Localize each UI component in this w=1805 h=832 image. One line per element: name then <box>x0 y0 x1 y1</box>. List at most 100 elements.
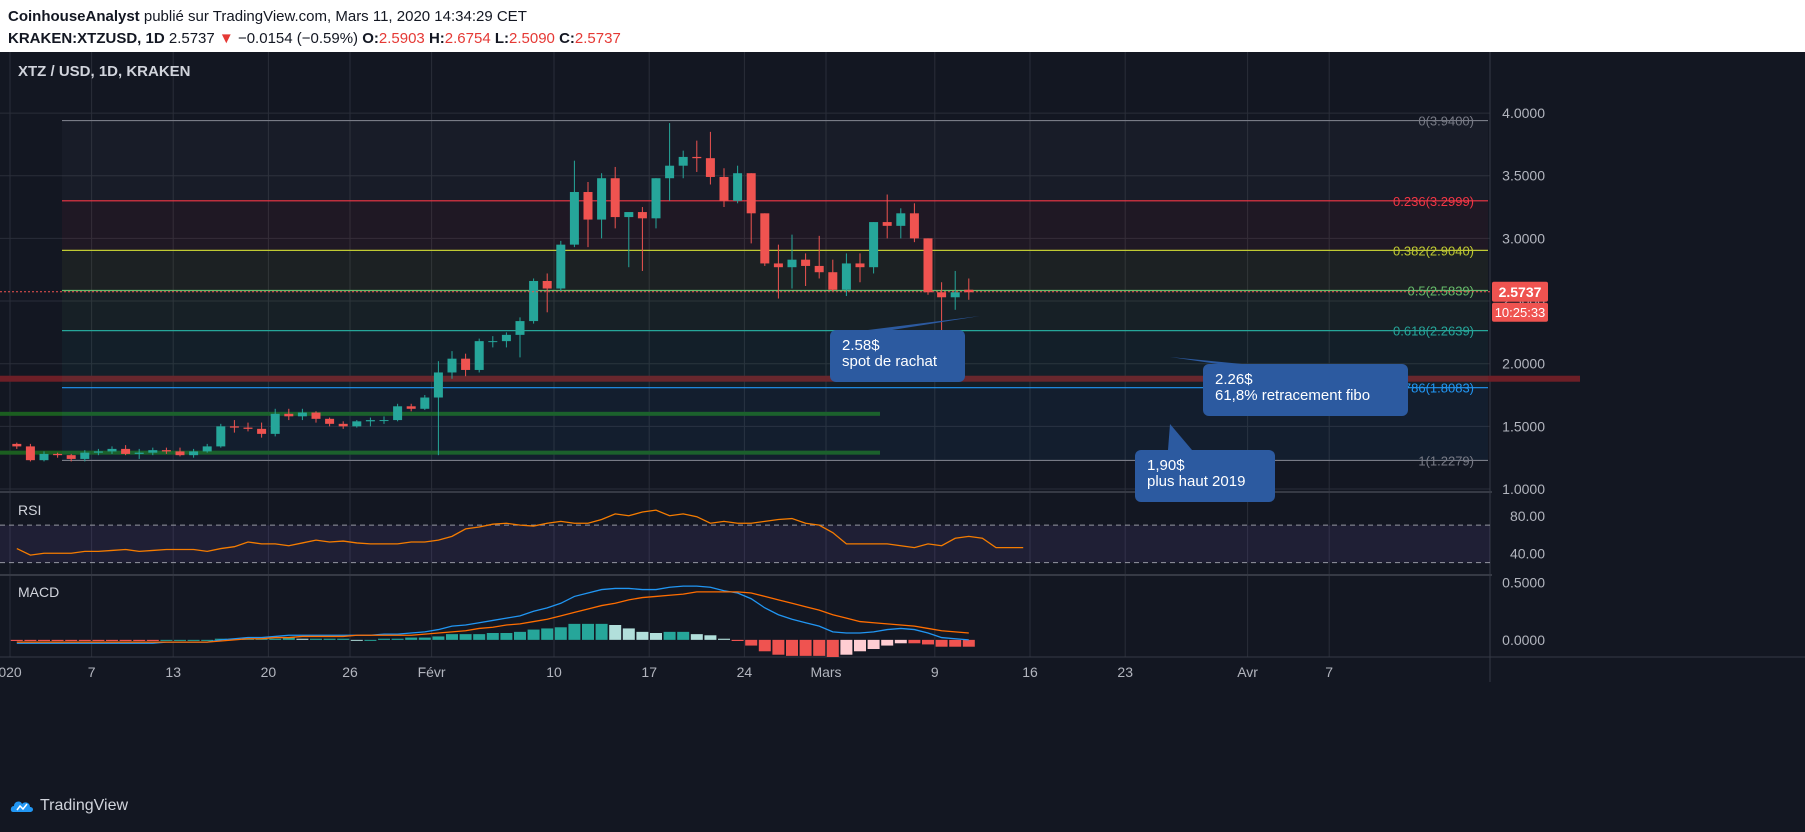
symbol-name[interactable]: KRAKEN:XTZUSD, 1D <box>8 30 165 47</box>
macd-histogram-bar <box>51 639 64 641</box>
macd-histogram-bar <box>473 634 486 640</box>
time-axis[interactable]: 020 7 13 20 26 Févr 10 17 24 Mars 9 16 23 Avr 7 <box>0 664 1333 680</box>
macd-histogram-bar <box>758 639 771 652</box>
price-tick-label: 4.0000 <box>1502 105 1545 121</box>
time-tick-label: Févr <box>418 664 446 680</box>
macd-histogram-bar <box>65 639 78 641</box>
price-tick-label: 3.0000 <box>1502 230 1545 246</box>
time-tick-label: 26 <box>342 664 358 680</box>
candle-body <box>569 192 579 245</box>
candle-body <box>787 259 797 268</box>
horizontal-zones <box>0 375 1580 455</box>
macd-histogram-bar <box>949 639 962 647</box>
macd-histogram-bar <box>119 639 132 641</box>
macd-histogram-bar <box>636 631 649 640</box>
macd-histogram-bar <box>146 639 159 641</box>
countdown-badge <box>1492 302 1548 322</box>
author-name[interactable]: CoinhouseAnalyst <box>8 8 140 25</box>
price-tick-label: 1.5000 <box>1502 418 1545 434</box>
macd-histogram-bar <box>582 623 594 640</box>
time-tick-label: Mars <box>810 664 841 680</box>
macd-histogram-bar <box>310 638 322 640</box>
annotations[interactable]: 2.58$spot de rachat 2.26$61,8% retracemen… <box>830 316 1408 502</box>
candle-body <box>801 259 811 266</box>
candle-body <box>66 455 76 459</box>
macd-histogram-bar <box>894 639 907 644</box>
candle-body <box>964 289 974 293</box>
fib-level-label: 0.618(2.2639) <box>1393 324 1474 339</box>
callout-subtitle: spot de rachat <box>842 353 938 370</box>
countdown-badge-text: 10:25:33 <box>1495 305 1546 320</box>
macd-histogram-bar <box>840 639 853 655</box>
candle-body <box>406 406 416 409</box>
macd-histogram-bar <box>786 639 798 656</box>
candle-body <box>637 212 647 219</box>
time-tick-label: 24 <box>737 664 753 680</box>
macd-histogram-bar <box>622 628 635 640</box>
fib-level-label: 0.236(3.2999) <box>1393 194 1474 209</box>
candle-body <box>53 453 63 456</box>
macd-histogram-bar <box>772 639 785 655</box>
macd-histogram-bar <box>282 637 295 640</box>
candle-body <box>692 156 702 159</box>
candle-body <box>773 263 783 268</box>
candle-body <box>909 213 919 239</box>
macd-histogram-bar <box>24 639 37 641</box>
macd-histogram-bar <box>718 638 730 640</box>
fib-level-label: 0.5(2.5839) <box>1408 284 1475 299</box>
callout-box[interactable]: 2.26$61,8% retracement fibo <box>1170 357 1408 416</box>
candle-body <box>760 213 770 264</box>
time-tick-label: 13 <box>165 664 181 680</box>
candle-body <box>311 412 321 419</box>
macd-histogram-bar <box>160 639 173 641</box>
macd-histogram-bar <box>106 639 118 641</box>
candle-body <box>733 173 743 201</box>
fib-level-label: 1(1.2279) <box>1418 453 1474 468</box>
time-tick-label: 16 <box>1022 664 1038 680</box>
price-axis[interactable]: 4.00003.50003.00002.50002.00001.50001.00… <box>1492 105 1548 648</box>
macd-histogram-bar <box>432 636 445 640</box>
fib-band <box>62 120 1488 201</box>
candle-body <box>161 450 171 452</box>
candle-body <box>216 426 226 447</box>
macd-histogram-bar <box>38 639 50 641</box>
symbol-info: KRAKEN:XTZUSD, 1D 2.5737 ▼ −0.0154 (−0.5… <box>8 30 621 47</box>
callout-background <box>1135 450 1275 502</box>
callout-background <box>830 330 965 382</box>
open-label: O: <box>362 30 379 47</box>
candle-body <box>597 178 607 220</box>
callout-background <box>1203 364 1408 416</box>
macd-histogram-bar <box>690 634 703 640</box>
candle-body <box>678 156 688 166</box>
macd-histogram-bar <box>405 637 418 640</box>
macd-histogram-bar <box>609 625 622 640</box>
rsi-label: RSI <box>18 502 41 518</box>
candle-body <box>624 212 634 218</box>
macd-histogram-bar <box>935 639 948 647</box>
callout-box[interactable]: 1,90$plus haut 2019 <box>1135 424 1275 502</box>
candle-body <box>297 412 307 417</box>
change-arrow-icon: ▼ <box>218 30 234 47</box>
pane-title: XTZ / USD, 1D, KRAKEN <box>18 63 191 80</box>
high-value: 2.6754 <box>444 30 491 47</box>
macd-histogram-bar <box>745 639 758 646</box>
price-tick-label: 2.0000 <box>1502 356 1545 372</box>
rsi-pane <box>0 509 1490 564</box>
candle-body <box>923 238 933 293</box>
chart-canvas[interactable]: 0(3.9400) 0.236(3.2999) 0.382(2.9040) 0.5(2… <box>0 52 1805 782</box>
callout-subtitle: 61,8% retracement fibo <box>1215 387 1370 404</box>
rsi-line <box>16 509 1024 556</box>
macd-histogram-bar <box>595 623 608 640</box>
candle-body <box>270 413 280 434</box>
candle-body <box>121 448 131 454</box>
callout-box[interactable]: 2.58$spot de rachat <box>830 316 980 382</box>
macd-histogram-bar <box>296 638 309 640</box>
candle-body <box>515 321 525 335</box>
fib-level-label: 0.382(2.9040) <box>1393 243 1474 258</box>
candle-body <box>542 280 552 289</box>
tradingview-logo[interactable]: TradingView <box>10 797 128 815</box>
candle-body <box>705 158 715 177</box>
macd-histogram-bar <box>269 638 282 640</box>
candle-body <box>325 418 335 424</box>
macd-histogram-bar <box>446 634 458 640</box>
